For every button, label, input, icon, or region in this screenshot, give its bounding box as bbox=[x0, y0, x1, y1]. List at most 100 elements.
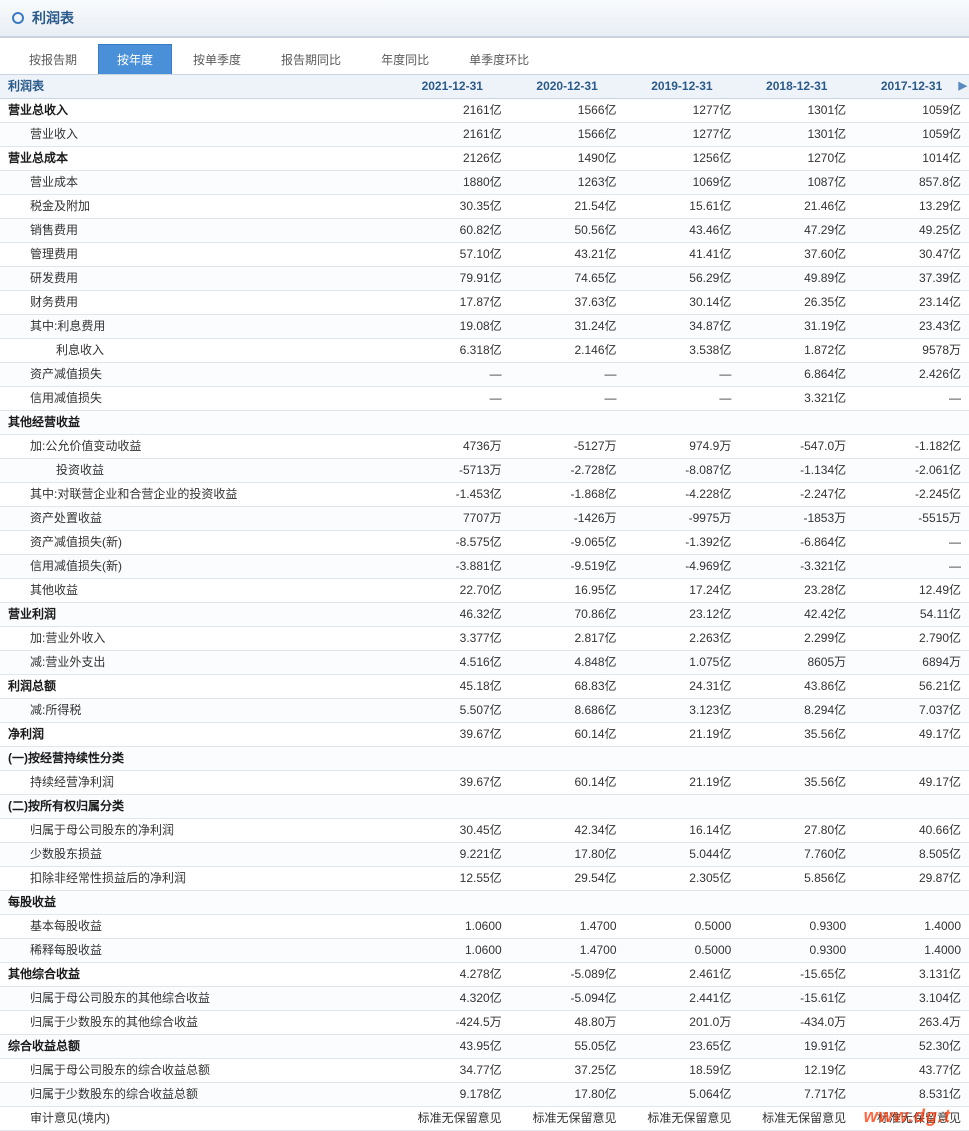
cell: 18.59亿 bbox=[625, 1059, 740, 1083]
cell: -424.5万 bbox=[395, 1011, 510, 1035]
cell: -2.728亿 bbox=[510, 459, 625, 483]
cell bbox=[625, 891, 740, 915]
row-label: 销售费用 bbox=[0, 219, 395, 243]
cell bbox=[739, 411, 854, 435]
row-label: 营业收入 bbox=[0, 123, 395, 147]
table-row: 资产减值损失(新)-8.575亿-9.065亿-1.392亿-6.864亿— bbox=[0, 531, 969, 555]
cell: 26.35亿 bbox=[739, 291, 854, 315]
cell: 17.80亿 bbox=[510, 843, 625, 867]
tab-0[interactable]: 按报告期 bbox=[10, 44, 96, 74]
cell: 2.817亿 bbox=[510, 627, 625, 651]
cell: 9.221亿 bbox=[395, 843, 510, 867]
table-row: 综合收益总额43.95亿55.05亿23.65亿19.91亿52.30亿 bbox=[0, 1035, 969, 1059]
row-label: 审计意见(境内) bbox=[0, 1107, 395, 1131]
table-row: 税金及附加30.35亿21.54亿15.61亿21.46亿13.29亿 bbox=[0, 195, 969, 219]
tab-4[interactable]: 年度同比 bbox=[362, 44, 448, 74]
cell: 56.29亿 bbox=[625, 267, 740, 291]
table-row: 研发费用79.91亿74.65亿56.29亿49.89亿37.39亿 bbox=[0, 267, 969, 291]
cell: 68.83亿 bbox=[510, 675, 625, 699]
table-row: 信用减值损失———3.321亿— bbox=[0, 387, 969, 411]
cell: -9.065亿 bbox=[510, 531, 625, 555]
cell bbox=[625, 411, 740, 435]
row-label: 营业总成本 bbox=[0, 147, 395, 171]
row-label: (二)按所有权归属分类 bbox=[0, 795, 395, 819]
cell: 43.46亿 bbox=[625, 219, 740, 243]
cell: 23.14亿 bbox=[854, 291, 969, 315]
cell: 1014亿 bbox=[854, 147, 969, 171]
cell bbox=[510, 891, 625, 915]
cell: — bbox=[625, 363, 740, 387]
cell: 22.70亿 bbox=[395, 579, 510, 603]
cell: 1277亿 bbox=[625, 99, 740, 123]
table-row: 加:公允价值变动收益4736万-5127万974.9万-547.0万-1.182… bbox=[0, 435, 969, 459]
cell: 23.43亿 bbox=[854, 315, 969, 339]
cell: 1301亿 bbox=[739, 99, 854, 123]
cell bbox=[395, 747, 510, 771]
cell: 41.41亿 bbox=[625, 243, 740, 267]
cell: 3.131亿 bbox=[854, 963, 969, 987]
panel-title: 利润表 bbox=[32, 8, 74, 28]
cell: -1.134亿 bbox=[739, 459, 854, 483]
cell: 1566亿 bbox=[510, 99, 625, 123]
cell: — bbox=[395, 363, 510, 387]
cell bbox=[854, 411, 969, 435]
row-label: 税金及附加 bbox=[0, 195, 395, 219]
cell: -9.519亿 bbox=[510, 555, 625, 579]
table-row: 加:营业外收入3.377亿2.817亿2.263亿2.299亿2.790亿 bbox=[0, 627, 969, 651]
cell: 2.299亿 bbox=[739, 627, 854, 651]
row-label: 营业利润 bbox=[0, 603, 395, 627]
tab-5[interactable]: 单季度环比 bbox=[450, 44, 548, 74]
cell: 30.45亿 bbox=[395, 819, 510, 843]
table-row: 营业总成本2126亿1490亿1256亿1270亿1014亿 bbox=[0, 147, 969, 171]
cell: 17.80亿 bbox=[510, 1083, 625, 1107]
table-row: 营业总收入2161亿1566亿1277亿1301亿1059亿 bbox=[0, 99, 969, 123]
cell: 1270亿 bbox=[739, 147, 854, 171]
cell: -1.453亿 bbox=[395, 483, 510, 507]
cell: 1.0600 bbox=[395, 939, 510, 963]
cell: — bbox=[625, 387, 740, 411]
tab-3[interactable]: 报告期同比 bbox=[262, 44, 360, 74]
cell: 31.19亿 bbox=[739, 315, 854, 339]
row-label: 净利润 bbox=[0, 723, 395, 747]
cell: -5515万 bbox=[854, 507, 969, 531]
cell bbox=[739, 795, 854, 819]
cell: 19.08亿 bbox=[395, 315, 510, 339]
cell: 57.10亿 bbox=[395, 243, 510, 267]
table-row: 净利润39.67亿60.14亿21.19亿35.56亿49.17亿 bbox=[0, 723, 969, 747]
cell bbox=[854, 795, 969, 819]
table-row: 其中:利息费用19.08亿31.24亿34.87亿31.19亿23.43亿 bbox=[0, 315, 969, 339]
scroll-right-icon[interactable]: ▶ bbox=[959, 77, 967, 96]
cell: -1.392亿 bbox=[625, 531, 740, 555]
cell: 49.17亿 bbox=[854, 723, 969, 747]
cell: 标准无保留意见 bbox=[854, 1107, 969, 1131]
row-label: 加:营业外收入 bbox=[0, 627, 395, 651]
table-header-row: 利润表2021-12-312020-12-312019-12-312018-12… bbox=[0, 75, 969, 99]
row-label: 营业总收入 bbox=[0, 99, 395, 123]
cell: 1.4000 bbox=[854, 939, 969, 963]
cell: 1880亿 bbox=[395, 171, 510, 195]
cell: 23.28亿 bbox=[739, 579, 854, 603]
cell: 7707万 bbox=[395, 507, 510, 531]
cell: 1.4000 bbox=[854, 915, 969, 939]
cell: 1087亿 bbox=[739, 171, 854, 195]
tab-1[interactable]: 按年度 bbox=[98, 44, 172, 74]
cell: 9578万 bbox=[854, 339, 969, 363]
cell: 37.63亿 bbox=[510, 291, 625, 315]
cell: 标准无保留意见 bbox=[625, 1107, 740, 1131]
cell: 1566亿 bbox=[510, 123, 625, 147]
cell bbox=[510, 747, 625, 771]
row-label: 其他收益 bbox=[0, 579, 395, 603]
cell: 15.61亿 bbox=[625, 195, 740, 219]
row-label: 减:所得税 bbox=[0, 699, 395, 723]
tab-2[interactable]: 按单季度 bbox=[174, 44, 260, 74]
cell: 16.95亿 bbox=[510, 579, 625, 603]
cell: 19.91亿 bbox=[739, 1035, 854, 1059]
cell: 35.56亿 bbox=[739, 723, 854, 747]
table-row: 每股收益 bbox=[0, 891, 969, 915]
row-label: 每股收益 bbox=[0, 891, 395, 915]
cell: 34.87亿 bbox=[625, 315, 740, 339]
row-label: 管理费用 bbox=[0, 243, 395, 267]
col-header-0: 利润表 bbox=[0, 75, 395, 99]
row-label: 利润总额 bbox=[0, 675, 395, 699]
cell: -8.575亿 bbox=[395, 531, 510, 555]
